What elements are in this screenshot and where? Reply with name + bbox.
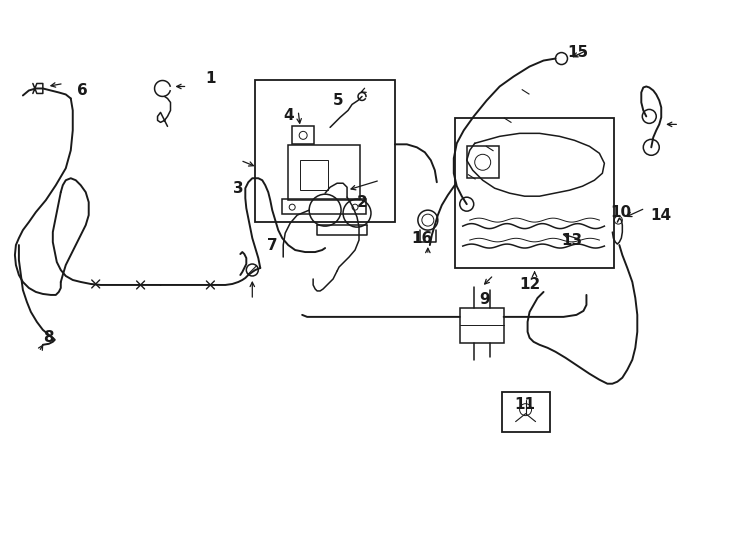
Bar <box>501 392 550 431</box>
Text: 11: 11 <box>514 397 535 412</box>
Text: 2: 2 <box>357 195 368 210</box>
Bar <box>455 118 614 268</box>
Bar <box>292 126 314 144</box>
Text: 4: 4 <box>283 108 294 123</box>
Text: 3: 3 <box>233 181 244 195</box>
Bar <box>282 199 366 214</box>
Text: 16: 16 <box>411 231 432 246</box>
Text: 5: 5 <box>333 93 344 108</box>
Bar <box>255 80 395 222</box>
Bar <box>459 308 504 343</box>
Text: 9: 9 <box>479 293 490 307</box>
Text: 6: 6 <box>77 83 88 98</box>
Bar <box>288 145 360 200</box>
Text: 15: 15 <box>567 45 588 60</box>
Bar <box>467 146 498 178</box>
Text: 8: 8 <box>43 330 54 345</box>
Text: 12: 12 <box>519 278 540 293</box>
Text: 10: 10 <box>611 205 632 220</box>
Text: 7: 7 <box>267 238 277 253</box>
Text: 14: 14 <box>650 208 672 222</box>
Bar <box>300 160 328 190</box>
Text: 13: 13 <box>561 233 582 247</box>
Text: 1: 1 <box>206 71 216 86</box>
